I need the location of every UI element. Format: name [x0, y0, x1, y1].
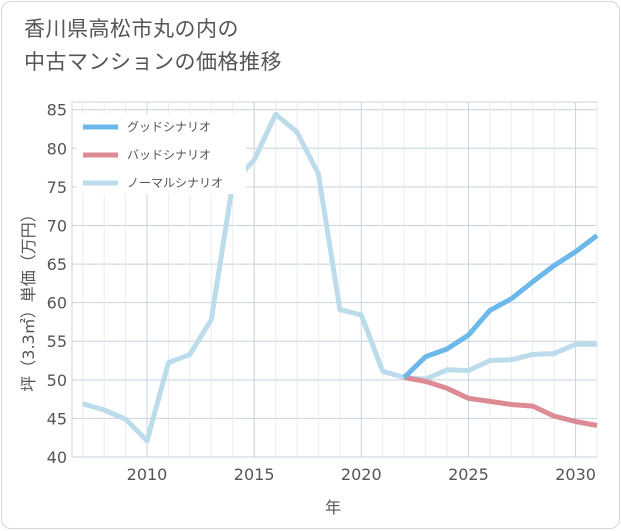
x-tick-label: 2010	[127, 465, 168, 484]
chart-title: 香川県高松市丸の内の 中古マンションの価格推移	[24, 13, 282, 79]
series-line-3	[82, 111, 597, 444]
y-axis-label: 坪（3.3㎡）単価（万円）	[19, 206, 38, 391]
x-tick-label: 2030	[555, 465, 596, 484]
y-tick-label: 75	[47, 178, 67, 197]
x-axis-label: 年	[325, 498, 341, 517]
legend-label: グッドシナリオ	[127, 120, 211, 134]
x-tick-label: 2025	[448, 465, 489, 484]
y-tick-label: 70	[47, 216, 67, 235]
chart-title-line-1: 香川県高松市丸の内の	[24, 17, 239, 41]
legend-label: バッドシナリオ	[127, 148, 211, 162]
x-tick-label: 2020	[341, 465, 382, 484]
y-tick-label: 45	[47, 409, 67, 428]
x-tick-label: 2015	[234, 465, 275, 484]
series-lines	[82, 111, 599, 444]
y-tick-label: 50	[47, 371, 67, 390]
x-axis-ticks: 2010 2015 2020 2025 2030	[127, 465, 596, 484]
y-axis-ticks: 40 45 50 55 60 65 70 75 80 85	[47, 101, 67, 467]
y-tick-label: 40	[47, 448, 67, 467]
y-tick-label: 65	[47, 255, 67, 274]
y-tick-label: 80	[47, 139, 67, 158]
legend-label: ノーマルシナリオ	[127, 176, 223, 190]
series-line-1	[402, 233, 599, 380]
series-line-2	[403, 375, 598, 428]
y-tick-label: 85	[47, 101, 67, 120]
y-tick-label: 60	[47, 294, 67, 313]
y-tick-label: 55	[47, 332, 67, 351]
chart-title-line-2: 中古マンションの価格推移	[24, 50, 282, 74]
